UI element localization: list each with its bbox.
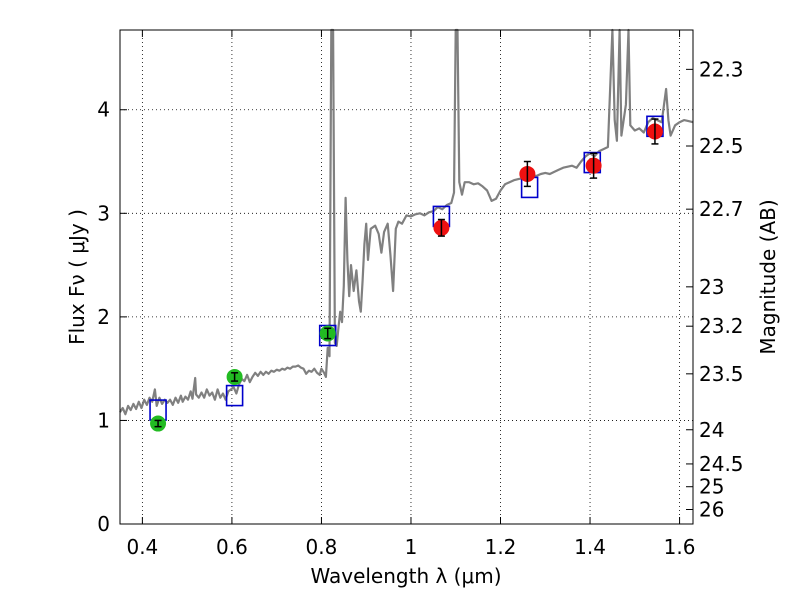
- right-tick-label: 22.3: [699, 57, 744, 81]
- grid-layer: [120, 30, 693, 525]
- x-tick-label: 0.6: [216, 535, 248, 559]
- spectrum-line: [119, 28, 694, 416]
- y-axis-right-label: Magnitude (AB): [756, 199, 780, 354]
- right-tick-label: 26: [699, 498, 724, 522]
- x-tick-label: 0.4: [126, 535, 158, 559]
- right-tick-label: 23: [699, 275, 724, 299]
- x-tick-label: 0.8: [306, 535, 338, 559]
- spectrum-layer: [119, 28, 694, 416]
- x-tick-label: 1.4: [574, 535, 606, 559]
- right-tick-label: 24: [699, 418, 724, 442]
- y-tick-label: 3: [97, 201, 110, 225]
- x-tick-label: 1.2: [485, 535, 517, 559]
- x-tick-label: 1: [405, 535, 418, 559]
- y-tick-label: 4: [97, 98, 110, 122]
- plot-frame: [119, 29, 694, 525]
- y-axis-label: Flux Fν ( μJy ): [65, 209, 89, 345]
- right-tick-label: 22.7: [699, 197, 744, 221]
- right-tick-label: 23.2: [699, 314, 744, 338]
- right-tick-label: 24.5: [699, 452, 744, 476]
- x-axis-label: Wavelength λ (μm): [310, 564, 501, 588]
- model-box: [225, 384, 244, 407]
- tick-layer: 0.4 0.6 0.8 1 1.2 1.4 1.60123422.322.522.72323…: [97, 30, 744, 559]
- y-tick-label: 0: [97, 512, 110, 536]
- x-tick-label: 1.6: [664, 535, 696, 559]
- right-tick-label: 25: [699, 475, 724, 499]
- y-tick-label: 1: [97, 408, 110, 432]
- y-tick-label: 2: [97, 305, 110, 329]
- right-tick-label: 23.5: [699, 362, 744, 386]
- right-tick-label: 22.5: [699, 134, 744, 158]
- photometry-layer: [150, 118, 663, 432]
